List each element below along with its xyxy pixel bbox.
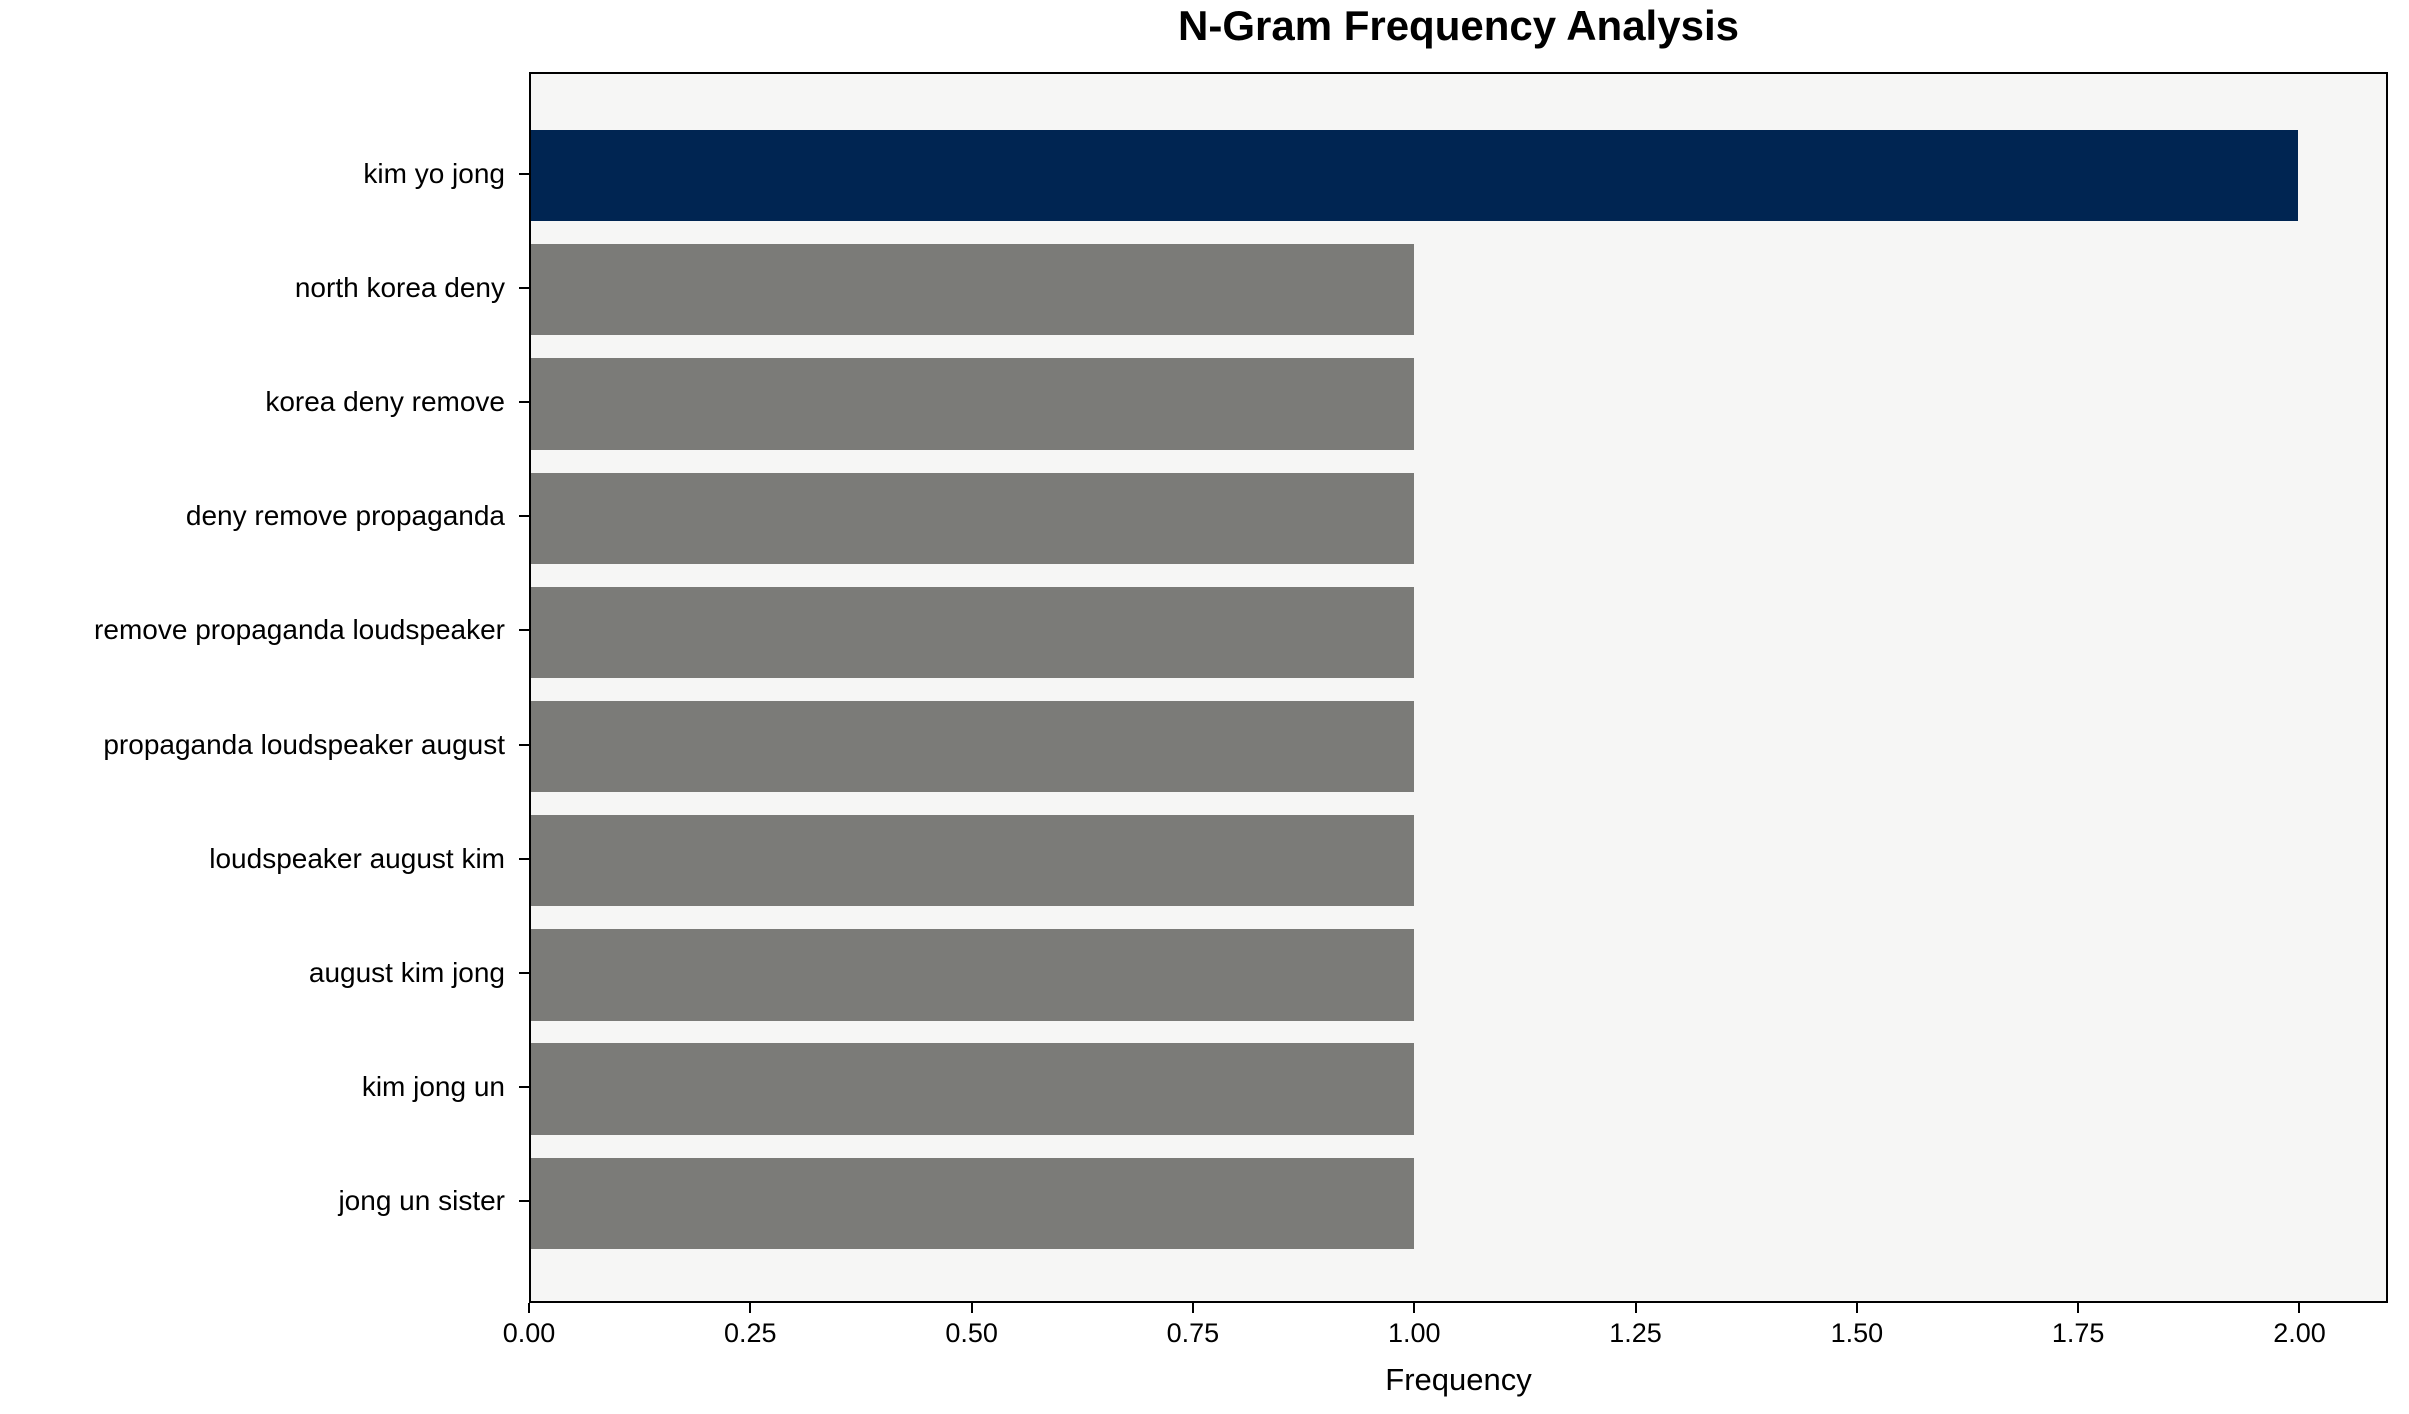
x-tick-mark: [2077, 1303, 2080, 1313]
y-tick-label: kim yo jong: [363, 157, 505, 189]
x-tick-mark: [970, 1303, 973, 1313]
x-tick-label: 1.25: [1609, 1318, 1662, 1348]
y-tick-label: remove propaganda loudspeaker: [94, 614, 505, 646]
x-tick-mark: [1855, 1303, 1858, 1313]
y-tick-mark: [519, 1086, 529, 1089]
x-axis-label: Frequency: [1385, 1362, 1532, 1397]
y-tick-mark: [519, 743, 529, 746]
y-tick-mark: [519, 172, 529, 175]
x-tick-mark: [2298, 1303, 2301, 1313]
bar-august-kim-jong: [531, 929, 1415, 1021]
bar-kim-jong-un: [531, 1043, 1415, 1135]
y-tick-mark: [519, 1200, 529, 1203]
x-tick-label: 1.50: [1830, 1318, 1884, 1348]
bar-jong-un-sister: [531, 1157, 1415, 1250]
x-tick-mark: [1634, 1303, 1637, 1313]
x-tick-label: 1.00: [1387, 1318, 1441, 1348]
bar-deny-remove-propaganda: [531, 472, 1415, 564]
y-tick-label: jong un sister: [338, 1185, 505, 1217]
y-tick-label: loudspeaker august kim: [209, 842, 505, 874]
y-tick-mark: [519, 857, 529, 860]
x-tick-mark: [528, 1303, 530, 1313]
y-tick-label: propaganda loudspeaker august: [103, 728, 505, 760]
x-tick-mark: [1191, 1303, 1194, 1313]
bar-propaganda-loudspeaker-august: [531, 700, 1415, 793]
x-tick-mark: [1413, 1303, 1416, 1313]
plot-area: [529, 72, 2388, 1303]
y-tick-mark: [519, 401, 529, 404]
bar-kim-yo-jong: [531, 129, 2298, 222]
x-tick-label: 0.25: [724, 1318, 777, 1348]
x-tick-label: 2.00: [2273, 1318, 2326, 1348]
y-tick-mark: [519, 629, 529, 632]
x-tick-mark: [749, 1303, 752, 1313]
y-tick-label: deny remove propaganda: [185, 500, 505, 532]
y-tick-mark: [519, 515, 529, 518]
x-tick-label: 0.50: [945, 1318, 998, 1348]
x-tick-label: 0.75: [1166, 1318, 1220, 1348]
y-tick-mark: [519, 286, 529, 289]
chart-title: N-Gram Frequency Analysis: [1178, 2, 1739, 49]
bar-remove-propaganda-loudspeaker: [531, 586, 1415, 679]
bar-korea-deny-remove: [531, 358, 1415, 450]
y-tick-label: north korea deny: [294, 271, 505, 303]
bar-loudspeaker-august-kim: [531, 815, 1415, 907]
x-tick-label: 1.75: [2051, 1318, 2105, 1348]
x-tick-label: 0.00: [502, 1318, 556, 1348]
y-tick-label: korea deny remove: [265, 386, 505, 418]
y-tick-label: august kim jong: [308, 956, 505, 988]
bar-north-korea-deny: [531, 244, 1415, 336]
y-tick-label: kim jong un: [361, 1071, 505, 1103]
y-tick-mark: [519, 971, 529, 974]
